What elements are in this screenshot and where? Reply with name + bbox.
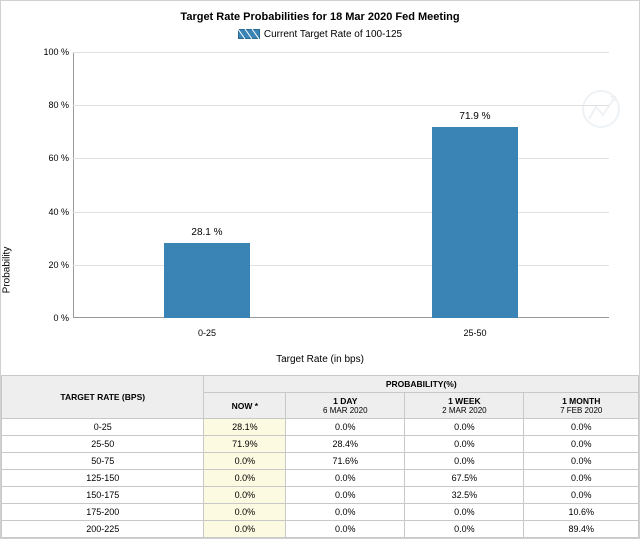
y-axis-line xyxy=(73,52,74,318)
row-label: 200-225 xyxy=(2,521,204,538)
cell: 28.4% xyxy=(286,436,405,453)
col-header: NOW * xyxy=(204,393,286,419)
bar-value-label: 28.1 % xyxy=(164,227,250,238)
cell: 0.0% xyxy=(405,419,524,436)
y-tick-label: 0 % xyxy=(35,313,69,323)
cell: 28.1% xyxy=(204,419,286,436)
table-row: 25-5071.9%28.4%0.0%0.0% xyxy=(2,436,639,453)
cell: 0.0% xyxy=(405,521,524,538)
col-header-target: TARGET RATE (BPS) xyxy=(2,376,204,419)
col-header: 1 DAY6 MAR 2020 xyxy=(286,393,405,419)
y-tick-label: 100 % xyxy=(35,47,69,57)
y-tick-label: 80 % xyxy=(35,100,69,110)
cell: 0.0% xyxy=(524,419,639,436)
row-label: 0-25 xyxy=(2,419,204,436)
cell: 0.0% xyxy=(286,470,405,487)
cell: 10.6% xyxy=(524,504,639,521)
chart-title: Target Rate Probabilities for 18 Mar 202… xyxy=(1,1,639,29)
col-header-top: 1 WEEK xyxy=(448,396,481,406)
cell: 0.0% xyxy=(405,453,524,470)
row-label: 175-200 xyxy=(2,504,204,521)
cell: 0.0% xyxy=(286,419,405,436)
bar: 28.1 % xyxy=(164,243,250,318)
table-body: 0-2528.1%0.0%0.0%0.0%25-5071.9%28.4%0.0%… xyxy=(2,419,639,538)
row-label: 25-50 xyxy=(2,436,204,453)
cell: 0.0% xyxy=(524,487,639,504)
cell: 89.4% xyxy=(524,521,639,538)
y-tick-label: 60 % xyxy=(35,153,69,163)
col-header-top: 1 DAY xyxy=(333,396,357,406)
grid-line xyxy=(73,52,609,53)
grid-line xyxy=(73,158,609,159)
y-axis-label: Probability xyxy=(2,246,13,293)
table-row: 175-2000.0%0.0%0.0%10.6% xyxy=(2,504,639,521)
grid-line xyxy=(73,212,609,213)
cell: 0.0% xyxy=(204,453,286,470)
bar: 71.9 % xyxy=(432,127,518,318)
cell: 0.0% xyxy=(405,504,524,521)
col-header-sub: 2 MAR 2020 xyxy=(411,406,517,415)
col-header-top: 1 MONTH xyxy=(562,396,600,406)
table-row: 125-1500.0%0.0%67.5%0.0% xyxy=(2,470,639,487)
legend-label: Current Target Rate of 100-125 xyxy=(264,29,402,40)
cell: 32.5% xyxy=(405,487,524,504)
row-label: 50-75 xyxy=(2,453,204,470)
cell: 0.0% xyxy=(204,521,286,538)
x-axis-label: Target Rate (in bps) xyxy=(1,354,639,375)
table-row: 200-2250.0%0.0%0.0%89.4% xyxy=(2,521,639,538)
legend: Current Target Rate of 100-125 xyxy=(1,29,639,48)
cell: 0.0% xyxy=(204,470,286,487)
cell: 67.5% xyxy=(405,470,524,487)
col-header-top: NOW * xyxy=(232,401,258,411)
figure-container: Target Rate Probabilities for 18 Mar 202… xyxy=(0,0,640,539)
x-axis-line xyxy=(73,317,609,318)
row-label: 150-175 xyxy=(2,487,204,504)
y-tick-label: 40 % xyxy=(35,207,69,217)
cell: 0.0% xyxy=(204,504,286,521)
cell: 71.9% xyxy=(204,436,286,453)
probability-table: TARGET RATE (BPS) PROBABILITY(%) NOW * 1 … xyxy=(1,375,639,538)
cell: 0.0% xyxy=(286,487,405,504)
x-tick-label: 0-25 xyxy=(198,328,216,338)
cell: 0.0% xyxy=(286,504,405,521)
grid-line xyxy=(73,105,609,106)
y-tick-label: 20 % xyxy=(35,260,69,270)
cell: 0.0% xyxy=(286,521,405,538)
bar-value-label: 71.9 % xyxy=(432,111,518,122)
cell: 0.0% xyxy=(524,470,639,487)
cell: 0.0% xyxy=(204,487,286,504)
col-header: 1 MONTH7 FEB 2020 xyxy=(524,393,639,419)
cell: 0.0% xyxy=(524,453,639,470)
cell: 0.0% xyxy=(524,436,639,453)
cell: 0.0% xyxy=(405,436,524,453)
col-header-sub: 7 FEB 2020 xyxy=(530,406,632,415)
col-header-sub: 6 MAR 2020 xyxy=(292,406,398,415)
grid-line xyxy=(73,265,609,266)
col-header-group: PROBABILITY(%) xyxy=(204,376,639,393)
row-label: 125-150 xyxy=(2,470,204,487)
plot-region: 0 %20 %40 %60 %80 %100 %28.1 %0-2571.9 %… xyxy=(73,52,609,318)
x-tick-label: 25-50 xyxy=(463,328,486,338)
table-row: 150-1750.0%0.0%32.5%0.0% xyxy=(2,487,639,504)
table-head: TARGET RATE (BPS) PROBABILITY(%) NOW * 1 … xyxy=(2,376,639,419)
table-row: 50-750.0%71.6%0.0%0.0% xyxy=(2,453,639,470)
col-header: 1 WEEK2 MAR 2020 xyxy=(405,393,524,419)
legend-swatch-icon xyxy=(238,29,260,39)
cell: 71.6% xyxy=(286,453,405,470)
chart-area: 0 %20 %40 %60 %80 %100 %28.1 %0-2571.9 %… xyxy=(49,48,619,348)
table-row: 0-2528.1%0.0%0.0%0.0% xyxy=(2,419,639,436)
